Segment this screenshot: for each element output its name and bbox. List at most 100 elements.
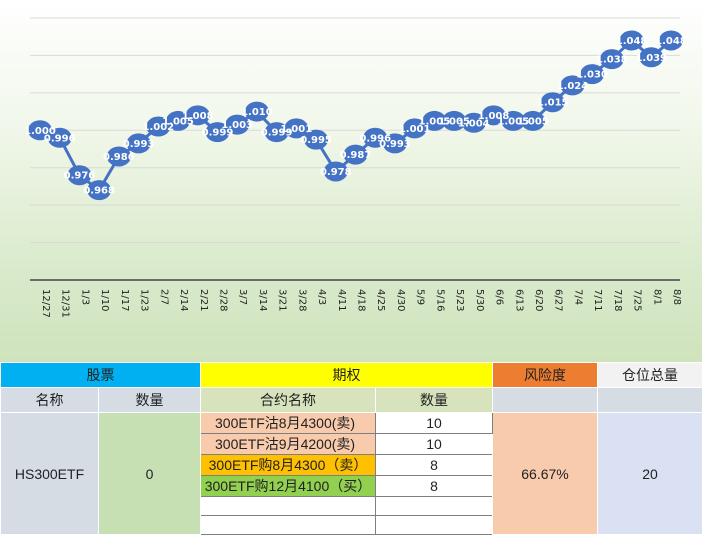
- x-tick-label: 12/31: [60, 289, 71, 318]
- x-tick-label: 1/23: [139, 289, 150, 311]
- x-tick-label: 5/23: [454, 289, 465, 311]
- option-contract-cell: 300ETF购8月4300（卖）: [200, 454, 376, 476]
- x-tick-labels: 12/27 12/31 1/3 1/10 1/17 1/23 2/7 2/14 2/21 2/28…: [40, 289, 682, 318]
- data-point: [126, 133, 151, 154]
- data-labels: 1.0000.9960.9760.9680.9860.9931.0021.005…: [24, 36, 687, 197]
- data-points: [28, 30, 683, 201]
- data-label: 1.002: [142, 122, 174, 133]
- x-tick-label: 12/27: [40, 289, 51, 318]
- x-tick-label: 1/3: [79, 289, 90, 305]
- data-label: 0.987: [340, 150, 372, 161]
- data-point: [422, 110, 447, 131]
- option-quantity-cell: 8: [375, 475, 493, 497]
- x-tick-label: 7/25: [632, 289, 643, 311]
- x-tick-label: 2/7: [158, 289, 169, 305]
- stock-header: 股票: [0, 362, 201, 388]
- x-tick-label: 2/21: [198, 289, 209, 311]
- data-point: [67, 165, 92, 186]
- data-label: 1.005: [419, 116, 451, 127]
- data-label: 1.024: [557, 81, 589, 92]
- chart-area: 12/27 12/31 1/3 1/10 1/17 1/23 2/7 2/14 2/21 2/28…: [0, 0, 702, 363]
- data-label: 1.010: [241, 107, 273, 118]
- x-tick-label: 5/9: [415, 289, 426, 305]
- data-label: 1.039: [635, 53, 667, 64]
- data-label: 0.986: [103, 152, 135, 163]
- data-point: [47, 127, 72, 148]
- option-contract-cell: 300ETF沽9月4200(卖): [200, 433, 376, 455]
- option-quantity-cell: 10: [375, 412, 493, 434]
- data-label: 1.030: [576, 70, 608, 81]
- x-tick-label: 7/18: [612, 289, 623, 311]
- data-label: 1.000: [24, 126, 56, 137]
- x-tick-label: 2/14: [178, 289, 189, 311]
- data-point: [106, 146, 131, 167]
- data-point: [599, 49, 624, 70]
- data-label: 1.038: [596, 55, 628, 66]
- x-tick-label: 4/25: [375, 289, 386, 311]
- data-label: 0.993: [123, 139, 155, 150]
- x-tick-label: 8/1: [651, 289, 662, 305]
- data-label: 0.968: [83, 186, 115, 197]
- x-tick-label: 6/13: [513, 289, 524, 311]
- option-contract-cell: 300ETF沽8月4300(卖): [200, 412, 376, 434]
- data-point: [363, 127, 388, 148]
- data-point: [284, 118, 309, 139]
- x-tick-label: 5/30: [474, 289, 485, 311]
- data-label: 1.005: [517, 116, 549, 127]
- x-tick-label: 6/6: [494, 289, 505, 305]
- position-total-cell: 20: [597, 412, 702, 535]
- x-tick-label: 3/7: [237, 289, 248, 305]
- x-tick-label: 8/8: [671, 289, 682, 305]
- data-label: 0.978: [320, 167, 352, 178]
- data-point: [461, 112, 486, 133]
- position-table: 股票 期权 风险度 仓位总量 名称 数量 合约名称 数量 HS300ETF 0 …: [0, 362, 702, 535]
- option-contract-cell: [200, 496, 376, 516]
- data-label: 0.995: [300, 135, 332, 146]
- option-quantity-cell: [375, 496, 493, 516]
- data-label: 1.001: [399, 124, 431, 135]
- x-tick-label: 4/3: [316, 289, 327, 305]
- data-point: [28, 120, 52, 141]
- grid: [30, 17, 680, 244]
- data-label: 0.976: [64, 171, 96, 182]
- risk-subheader-blank: [492, 387, 598, 413]
- contract-subheader: 合约名称: [200, 387, 376, 413]
- option-contract-cell: [200, 515, 376, 535]
- stock-quantity-cell: 0: [98, 412, 201, 535]
- x-tick-label: 2/28: [217, 289, 228, 311]
- position-table-area: 股票 期权 风险度 仓位总量 名称 数量 合约名称 数量 HS300ETF 0 …: [0, 362, 702, 537]
- option-quantity-cell: [375, 515, 493, 535]
- data-label: 1.005: [162, 116, 194, 127]
- data-label: 1.048: [655, 36, 687, 47]
- x-tick-label: 4/18: [356, 289, 367, 311]
- data-label: 0.999: [202, 128, 234, 139]
- x-tick-label: 3/14: [257, 289, 268, 311]
- name-subheader: 名称: [0, 387, 99, 413]
- data-point: [442, 110, 467, 131]
- data-point: [166, 110, 191, 131]
- data-label: 1.008: [478, 111, 510, 122]
- data-point: [560, 75, 585, 96]
- option-quantity-cell: 10: [375, 433, 493, 455]
- x-tick-label: 4/30: [395, 289, 406, 311]
- line-chart: 12/27 12/31 1/3 1/10 1/17 1/23 2/7 2/14 2/21 2/28…: [24, 17, 687, 318]
- x-tick-label: 3/28: [296, 289, 307, 311]
- data-point: [244, 101, 269, 122]
- option-quantity-cell: 8: [375, 454, 493, 476]
- x-tick-label: 3/21: [277, 289, 288, 311]
- data-point: [225, 114, 250, 135]
- data-point: [205, 122, 230, 143]
- data-point: [264, 122, 289, 143]
- data-label: 0.993: [379, 139, 411, 150]
- position-subheader-blank: [597, 387, 702, 413]
- x-tick-label: 1/10: [99, 289, 110, 311]
- x-tick-label: 1/17: [119, 289, 130, 311]
- data-point: [185, 105, 210, 126]
- data-label: 1.005: [497, 116, 529, 127]
- data-label: 1.004: [458, 118, 490, 129]
- x-tick-label: 6/27: [553, 289, 564, 311]
- data-label: 0.999: [261, 128, 293, 139]
- data-point: [501, 110, 526, 131]
- x-tick-label: 6/20: [533, 289, 544, 311]
- data-point: [382, 133, 407, 154]
